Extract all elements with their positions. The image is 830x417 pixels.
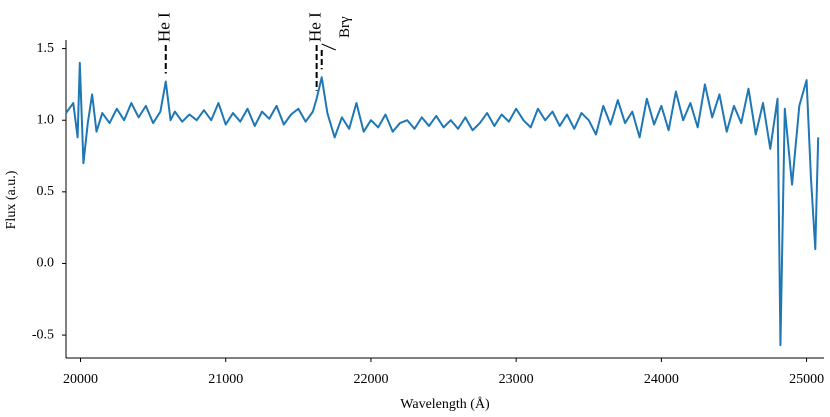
y-tick-label: 1.5 [37,41,55,56]
x-tick-label: 25000 [789,372,824,387]
x-tick-label: 24000 [644,372,679,387]
x-tick-label: 23000 [499,372,534,387]
x-tick-label: 21000 [208,372,243,387]
annotation-label: Brγ [337,16,353,38]
annotation-connector [321,43,336,51]
y-tick-label: -0.5 [32,327,54,342]
x-tick-label: 20000 [63,372,98,387]
y-axis-label: Flux (a.u.) [4,170,19,229]
y-tick-label: 0.5 [37,184,55,199]
spectrum-line [65,61,820,347]
x-axis-label: Wavelength (Å) [400,396,490,412]
annotation-label: He I [155,12,174,42]
annotation-label: He I [306,12,325,42]
y-tick-label: 1.0 [37,112,55,127]
y-tick-label: 0.0 [37,256,55,271]
x-tick-label: 22000 [353,372,388,387]
